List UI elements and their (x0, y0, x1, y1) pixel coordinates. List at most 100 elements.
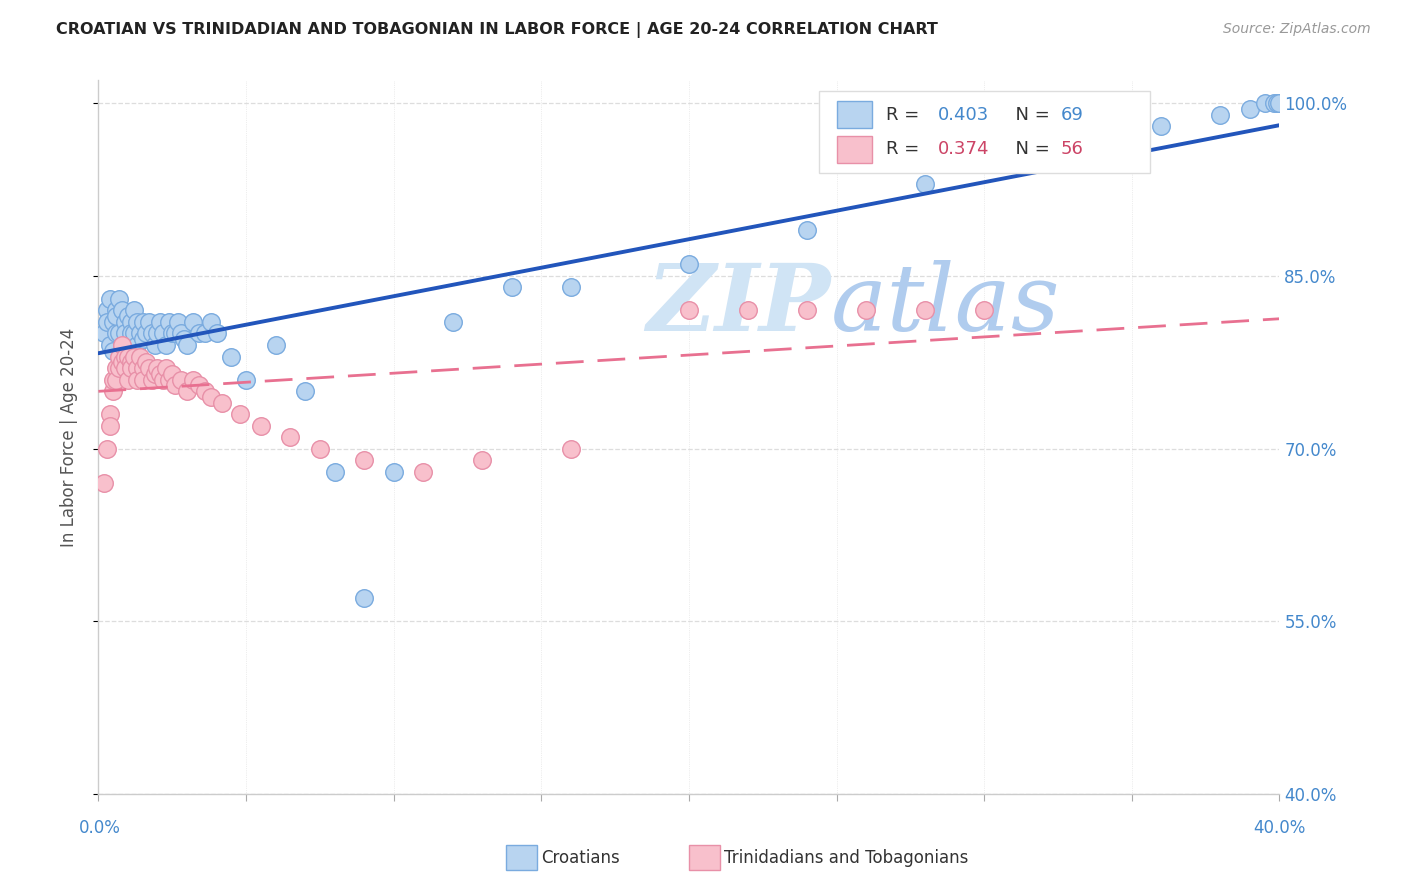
Point (165, 378, 187, 392)
Text: 69: 69 (1062, 106, 1084, 124)
Point (412, 465, 434, 479)
Point (103, 315, 125, 329)
Point (1150, 120, 1173, 134)
Point (146, 326, 169, 341)
Point (120, 315, 142, 329)
Point (211, 395, 233, 409)
Point (796, 303, 818, 318)
Point (98, 407, 121, 421)
Point (103, 384, 125, 398)
Point (200, 315, 222, 329)
Point (973, 303, 995, 318)
Point (167, 315, 190, 329)
Point (194, 384, 217, 398)
Point (122, 326, 145, 341)
Point (176, 338, 198, 352)
Text: ZIP: ZIP (647, 260, 831, 350)
Point (132, 332, 155, 346)
Point (181, 372, 204, 386)
Point (1002, 142, 1025, 156)
Point (111, 338, 134, 352)
Point (128, 350, 150, 364)
Point (353, 591, 375, 606)
Point (157, 315, 180, 329)
Point (1265, 96, 1288, 111)
Point (103, 343, 125, 358)
Point (737, 303, 759, 318)
Point (229, 407, 252, 421)
Point (382, 465, 405, 479)
Text: R =: R = (886, 140, 925, 158)
Text: N =: N = (1004, 106, 1056, 124)
Point (796, 223, 818, 237)
Point (471, 453, 494, 467)
Text: 0.0%: 0.0% (79, 819, 121, 837)
Text: atlas: atlas (831, 260, 1060, 350)
Point (120, 361, 142, 376)
Text: R =: R = (886, 106, 925, 124)
Point (1209, 108, 1232, 122)
Point (155, 338, 177, 352)
Point (111, 355, 134, 369)
Point (152, 372, 174, 386)
Point (105, 310, 128, 324)
Point (93, 476, 115, 491)
Point (111, 338, 134, 352)
FancyBboxPatch shape (837, 136, 872, 163)
Point (111, 303, 134, 318)
Point (162, 367, 183, 381)
Point (323, 465, 346, 479)
Y-axis label: In Labor Force | Age 20-24: In Labor Force | Age 20-24 (59, 327, 77, 547)
Point (278, 430, 302, 444)
Point (441, 315, 464, 329)
Text: Source: ZipAtlas.com: Source: ZipAtlas.com (1223, 22, 1371, 37)
Point (105, 303, 128, 318)
Point (117, 350, 139, 364)
Point (114, 315, 136, 329)
Point (125, 372, 148, 386)
Point (93, 326, 115, 341)
Point (122, 350, 145, 364)
Point (149, 315, 172, 329)
Point (181, 315, 204, 329)
Point (1263, 96, 1285, 111)
Point (138, 315, 160, 329)
Text: N =: N = (1004, 140, 1056, 158)
Point (250, 418, 273, 433)
Point (138, 361, 160, 376)
Point (170, 326, 193, 341)
Text: 56: 56 (1062, 140, 1084, 158)
Point (143, 367, 166, 381)
Point (187, 326, 209, 341)
Point (157, 372, 180, 386)
Point (501, 280, 523, 294)
Point (125, 361, 148, 376)
Point (108, 350, 131, 364)
Point (176, 384, 198, 398)
Point (294, 384, 316, 398)
Point (108, 292, 131, 306)
Text: 40.0%: 40.0% (1253, 819, 1306, 837)
Point (98, 338, 121, 352)
Point (114, 361, 136, 376)
Point (855, 303, 877, 318)
Point (914, 303, 936, 318)
Point (200, 390, 222, 404)
Point (125, 315, 148, 329)
Point (105, 372, 128, 386)
Point (132, 372, 155, 386)
Point (108, 326, 131, 341)
Text: 0.403: 0.403 (938, 106, 990, 124)
Point (132, 315, 155, 329)
Point (309, 442, 332, 456)
Point (205, 326, 228, 341)
Point (162, 326, 183, 341)
Point (264, 338, 287, 352)
Point (117, 310, 139, 324)
Point (914, 177, 936, 191)
Point (120, 355, 142, 369)
Point (219, 350, 242, 364)
Point (141, 372, 163, 386)
Point (149, 367, 172, 381)
Point (353, 453, 375, 467)
